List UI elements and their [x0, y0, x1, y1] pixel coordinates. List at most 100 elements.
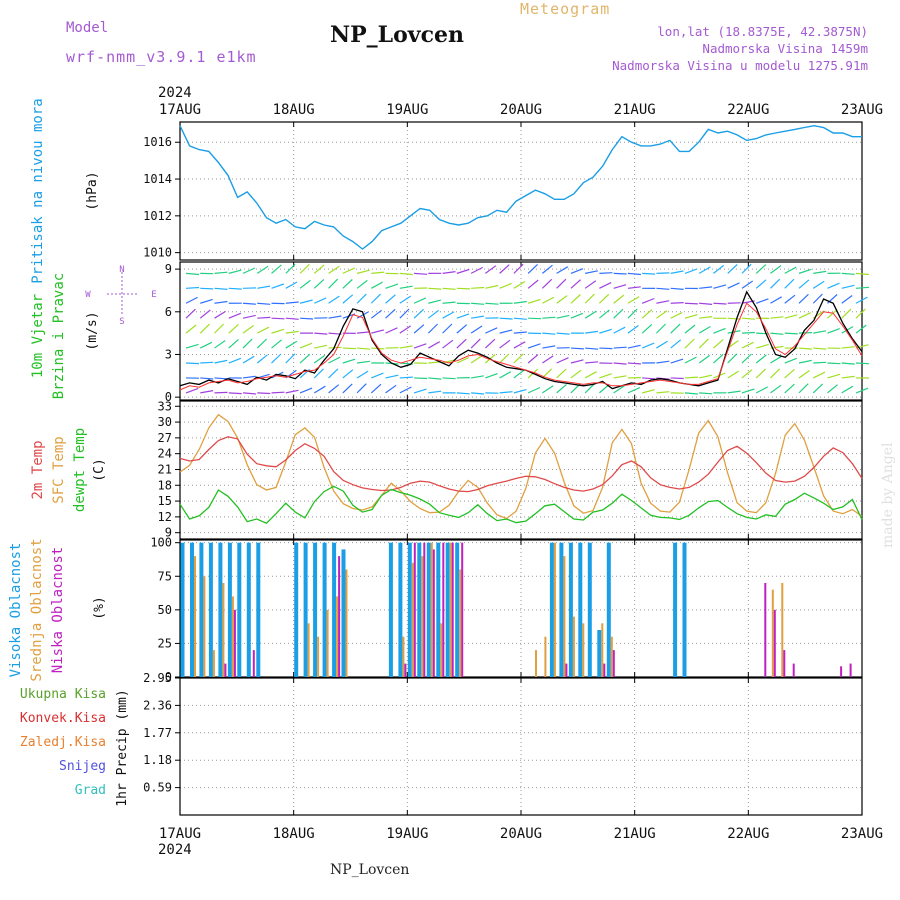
wind-arrow: [242, 325, 254, 334]
wind-arrow: [556, 383, 567, 394]
wind-arrow: [699, 392, 713, 395]
wind-arrow: [755, 354, 767, 364]
cloud-high-bar: [294, 542, 299, 677]
wind-arrow: [656, 360, 670, 364]
wind-arrow: [770, 384, 782, 394]
y-tick-label: 9: [165, 262, 172, 276]
wind-arrow: [370, 309, 382, 319]
wind-arrow: [855, 272, 870, 276]
cloud-mid-bar: [307, 623, 310, 677]
cloud-mid-bar: [610, 636, 613, 677]
wind-arrow: [200, 287, 214, 290]
wind-arrow: [570, 369, 582, 379]
pressure-ylabel: (hPa): [85, 171, 100, 210]
cloud-ylabel: (%): [92, 596, 107, 619]
wind-arrow: [499, 282, 512, 289]
wind-arrow: [527, 279, 539, 289]
wind-arrow: [556, 314, 570, 319]
wind-arrow: [399, 345, 413, 349]
wind-arrow: [642, 377, 656, 380]
model-name: wrf-nmm_v3.9.1 e1km: [66, 48, 257, 66]
wind-arrow: [741, 369, 753, 379]
wind-arrow: [413, 388, 427, 394]
temp-2m-line: [179, 436, 863, 493]
wind-arrow: [599, 282, 612, 289]
cloud-low-bar: [252, 650, 255, 677]
wind-arrow: [727, 370, 740, 379]
wind-arrow: [456, 392, 470, 395]
cloud-mid-bar: [601, 623, 604, 677]
wind-arrow: [570, 312, 584, 319]
wind-arrow: [285, 301, 299, 304]
wind-arrow: [442, 311, 455, 319]
wind-arrow: [499, 391, 513, 394]
wind-arrow: [613, 326, 626, 334]
wind-arrow: [599, 373, 612, 379]
wind-arrow: [299, 353, 311, 364]
wind-arrow: [855, 296, 868, 304]
cloud-high-bar: [332, 542, 337, 677]
wind-arrow: [199, 309, 211, 319]
wind-arrow: [542, 316, 556, 319]
wind-arrow: [385, 384, 397, 394]
wind-arrow: [855, 362, 870, 365]
wind-arrow: [199, 341, 213, 349]
wind-arrow: [385, 294, 396, 304]
wind-arrow: [684, 338, 695, 349]
wind-arrow: [827, 373, 841, 379]
wind-arrow: [299, 263, 310, 274]
wind-arrow: [527, 263, 538, 274]
wind-arrow: [528, 317, 542, 320]
wind-arrow: [670, 287, 684, 290]
wind-arrow: [499, 317, 513, 320]
wind-arrow: [313, 368, 324, 379]
wind-arrows: [185, 263, 870, 395]
wind-arrow: [770, 278, 781, 289]
wind-arrow: [185, 286, 200, 289]
y-tick-label: 1.77: [143, 726, 172, 740]
wind-arrow: [798, 279, 810, 289]
cloud-mid-bar: [781, 583, 784, 677]
coords-label: lon,lat (18.8375E, 42.3875N): [657, 24, 868, 39]
wind-arrow: [314, 344, 328, 349]
wind-arrow: [385, 308, 396, 319]
wind-arrow: [798, 370, 810, 379]
cloud-low-bar: [792, 663, 795, 677]
wind-arrow: [228, 338, 239, 349]
wind-arrow: [684, 268, 698, 274]
wind-arrow: [356, 269, 370, 274]
wind-arrow: [570, 347, 584, 350]
wind-arrow: [613, 362, 627, 365]
wind-arrow: [399, 295, 412, 304]
temp-dewpt-line: [179, 485, 863, 524]
wind-speed-line: [179, 290, 863, 390]
wind-arrow: [342, 279, 353, 289]
panel-clouds: 0 25 50 75 100: [150, 536, 863, 684]
wind-arrow: [727, 282, 740, 289]
y-tick-label: 100: [150, 536, 172, 550]
cloud-mid-bar: [317, 636, 320, 677]
wind-arrow: [442, 377, 456, 380]
cloud-mid-bar: [421, 556, 424, 677]
wind-arrow: [271, 339, 282, 349]
wind-arrow: [570, 359, 584, 364]
wind-arrow: [841, 385, 854, 394]
wind-arrow: [513, 300, 527, 304]
cloud-high-bar: [322, 542, 327, 677]
wind-arrow: [228, 392, 242, 395]
wind-arrow: [271, 391, 285, 394]
wind-arrow: [285, 281, 298, 289]
wind-arrow: [670, 323, 681, 334]
wind-arrow: [385, 327, 398, 334]
wind-arrow: [271, 353, 282, 364]
wind-arrow: [413, 308, 425, 319]
y-tick-label: 2.95: [143, 671, 172, 685]
cloud-mid-bar: [194, 556, 196, 677]
wind-arrow: [684, 314, 698, 319]
wind-arrow: [670, 377, 684, 380]
wind-arrow: [427, 309, 440, 319]
wind-arrow: [613, 385, 625, 394]
wind-arrow: [527, 298, 541, 304]
wind-arrow: [257, 285, 271, 289]
